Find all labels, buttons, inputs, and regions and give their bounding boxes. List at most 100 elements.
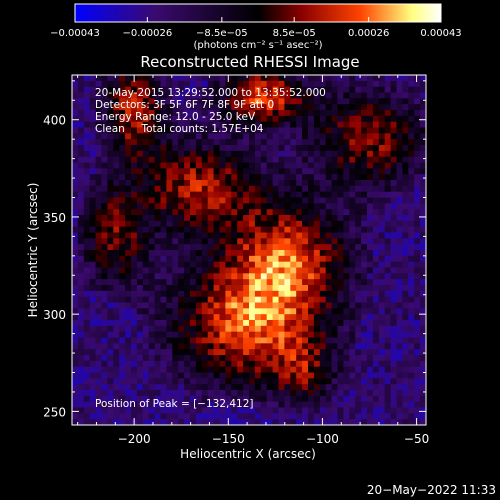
heatmap-cell [266, 115, 273, 123]
heatmap-cell [77, 104, 85, 111]
heatmap-cell [219, 279, 226, 286]
heatmap-cell [331, 180, 338, 187]
heatmap-cell [119, 302, 126, 309]
heatmap-cell [420, 325, 427, 333]
heatmap-cell [408, 273, 415, 280]
heatmap-cell [201, 75, 209, 82]
heatmap-cell [213, 215, 220, 222]
heatmap-cell [272, 220, 279, 228]
heatmap-cell [89, 378, 96, 385]
heatmap-cell [402, 261, 409, 268]
heatmap-cell [313, 185, 321, 193]
heatmap-cell [184, 366, 191, 373]
heatmap-cell [319, 390, 327, 397]
heatmap-cell [414, 162, 421, 169]
heatmap-cell [313, 98, 321, 105]
heatmap-cell [219, 343, 226, 350]
heatmap-cell [195, 180, 203, 187]
heatmap-cell [178, 250, 185, 257]
heatmap-cell [319, 86, 327, 93]
heatmap-cell [219, 290, 226, 298]
heatmap-cell [95, 104, 102, 111]
heatmap-cell [160, 290, 167, 298]
heatmap-cell [420, 407, 427, 414]
heatmap-cell [325, 401, 332, 408]
heatmap-cell [331, 127, 338, 134]
heatmap-cell [408, 378, 415, 385]
heatmap-cell [119, 162, 126, 169]
heatmap-cell [213, 86, 220, 93]
heatmap-cell [284, 110, 291, 117]
heatmap-cell [160, 215, 167, 222]
heatmap-cell [384, 419, 391, 426]
heatmap-cell [101, 360, 108, 368]
heatmap-cell [408, 279, 415, 286]
heatmap-cell [89, 279, 96, 286]
heatmap-cell [243, 75, 250, 82]
heatmap-cell [266, 407, 273, 414]
heatmap-cell [101, 366, 108, 373]
heatmap-cell [231, 115, 238, 123]
heatmap-cell [249, 75, 256, 82]
heatmap-cell [142, 110, 150, 117]
heatmap-cell [142, 349, 150, 356]
heatmap-cell [83, 203, 91, 210]
heatmap-cell [396, 279, 403, 286]
heatmap-cell [201, 337, 209, 344]
heatmap-cell [349, 419, 356, 426]
heatmap-cell [166, 308, 173, 315]
heatmap-cell [249, 209, 256, 216]
heatmap-cell [390, 378, 397, 385]
heatmap-cell [207, 133, 214, 140]
heatmap-cell [313, 80, 321, 88]
heatmap-cell [95, 314, 102, 321]
heatmap-cell [131, 110, 138, 117]
heatmap-cell [331, 261, 338, 268]
heatmap-cell [77, 150, 85, 158]
heatmap-cell [125, 150, 132, 158]
heatmap-cell [367, 384, 374, 391]
heatmap-cell [237, 75, 244, 82]
heatmap-cell [225, 162, 232, 169]
heatmap-cell [284, 145, 291, 152]
heatmap-cell [225, 220, 232, 228]
heatmap-cell [83, 145, 91, 152]
heatmap-cell [83, 419, 91, 426]
heatmap-cell [95, 366, 102, 373]
heatmap-cell [243, 343, 250, 350]
heatmap-cell [89, 215, 96, 222]
heatmap-cell [95, 384, 102, 391]
heatmap-cell [266, 121, 273, 128]
heatmap-cell [355, 314, 362, 321]
heatmap-cell [101, 75, 108, 82]
heatmap-cell [372, 302, 380, 309]
heatmap-cell [361, 378, 368, 385]
heatmap-cell [83, 314, 91, 321]
heatmap-cell [313, 115, 321, 123]
heatmap-cell [254, 308, 262, 315]
heatmap-cell [343, 215, 350, 222]
heatmap-cell [207, 139, 214, 146]
heatmap-cell [219, 273, 226, 280]
heatmap-cell [190, 185, 197, 193]
heatmap-cell [113, 162, 120, 169]
heatmap-cell [260, 127, 268, 134]
heatmap-cell [125, 209, 132, 216]
heatmap-cell [178, 366, 185, 373]
heatmap-cell [131, 407, 138, 414]
heatmap-cell [302, 314, 309, 321]
heatmap-cell [95, 121, 102, 128]
heatmap-cell [308, 320, 315, 327]
heatmap-cell [296, 209, 303, 216]
heatmap-cell [178, 267, 185, 274]
heatmap-cell [107, 209, 114, 216]
heatmap-cell [131, 115, 138, 123]
heatmap-cell [190, 261, 197, 268]
heatmap-cell [113, 267, 120, 274]
heatmap-cell [136, 98, 144, 105]
heatmap-cell [372, 104, 380, 111]
heatmap-cell [325, 360, 332, 368]
heatmap-cell [390, 121, 397, 128]
heatmap-cell [166, 372, 173, 379]
heatmap-cell [131, 139, 138, 146]
